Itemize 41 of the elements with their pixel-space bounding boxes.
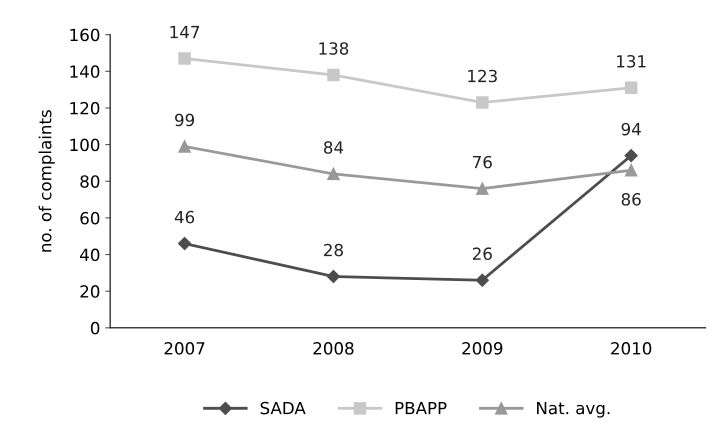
y-tick-label: 0 [90,322,100,334]
data-label: 94 [622,122,641,136]
data-label: 26 [472,247,492,260]
point [624,82,638,94]
y-tick-label: 160 [70,28,100,42]
y-tick-label: 20 [80,285,100,298]
data-label: 131 [617,55,646,68]
legend-label: PBAPP [396,402,447,414]
y-tick-label: 40 [80,248,100,262]
point [178,140,191,153]
y-tick-label: 60 [80,212,100,224]
data-label: 123 [468,70,497,82]
data-label: 99 [175,114,194,126]
data-label: 147 [170,26,200,38]
data-label: 84 [324,141,344,154]
point [476,274,489,287]
point [178,236,192,250]
legend-label: SADA [260,402,306,414]
x-tick-label: 2010 [611,342,652,355]
point [326,270,340,284]
legend-label: Nat. avg. [537,402,610,418]
point [327,68,340,82]
point [476,182,489,195]
data-label: 28 [324,244,343,256]
data-label: 138 [319,42,348,55]
point [624,149,638,162]
x-tick-label: 2009 [462,342,502,355]
point [327,168,340,180]
y-axis-title: no. of complaints [38,110,55,252]
x-tick-label: 2007 [164,342,204,355]
data-label: 76 [473,156,492,168]
data-label: 86 [622,193,641,206]
y-tick-label: 120 [70,102,100,115]
point [476,96,489,109]
y-tick-label: 140 [70,65,100,78]
y-tick-label: 100 [70,138,100,152]
y-tick-label: 80 [80,175,100,188]
point [624,164,638,177]
data-label: 46 [174,210,194,224]
point [178,52,191,65]
x-tick-label: 2008 [313,342,354,355]
